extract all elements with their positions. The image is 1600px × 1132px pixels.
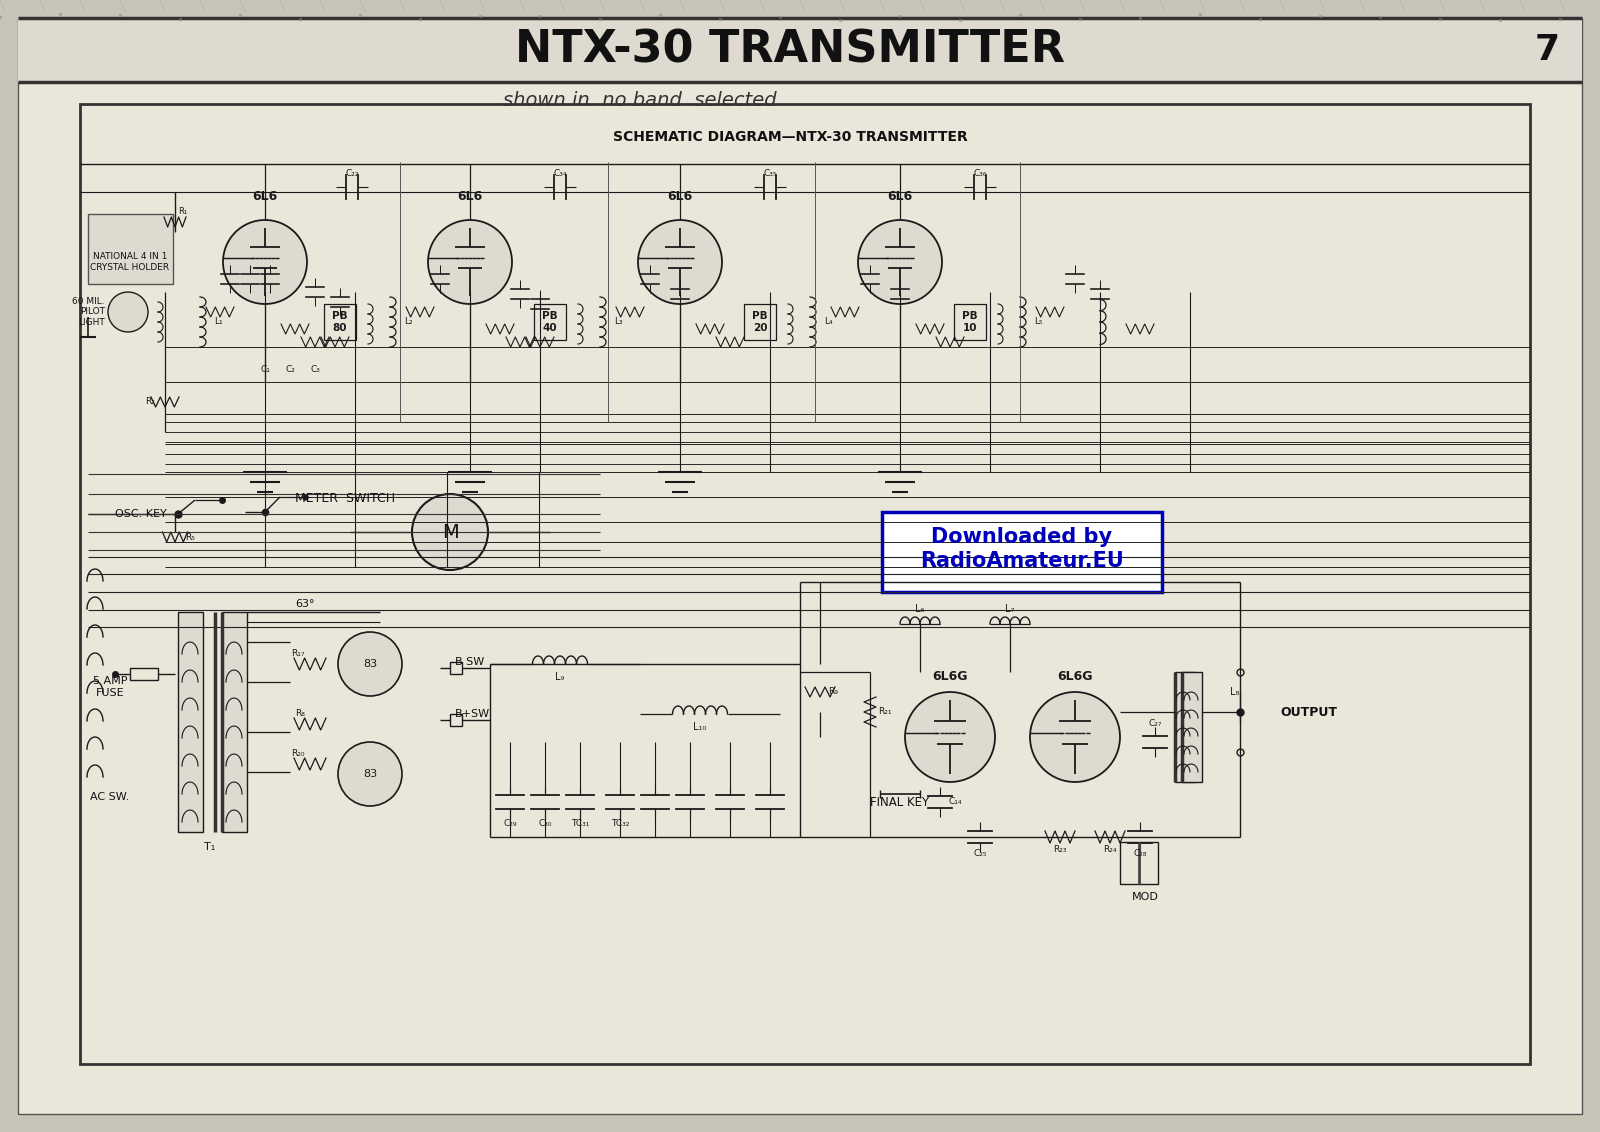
Text: M: M	[442, 523, 458, 541]
Text: 7: 7	[1534, 33, 1560, 67]
Text: METER  SWITCH: METER SWITCH	[294, 492, 395, 506]
Bar	[323, 305, 355, 340]
Circle shape	[338, 632, 402, 696]
Circle shape	[222, 220, 307, 305]
Text: L₈: L₈	[1230, 687, 1240, 697]
Text: SCHEMATIC DIAGRAM—NTX-30 TRANSMITTER: SCHEMATIC DIAGRAM—NTX-30 TRANSMITTER	[613, 130, 968, 144]
Text: R₈: R₈	[294, 710, 306, 719]
Text: L₆: L₆	[915, 604, 925, 614]
Text: C₂₇: C₂₇	[1149, 720, 1162, 729]
Text: L₉: L₉	[555, 672, 565, 681]
Text: C₂₂: C₂₂	[346, 170, 358, 179]
Bar	[1120, 842, 1158, 884]
Text: L₂: L₂	[403, 317, 413, 326]
Text: R₂₄: R₂₄	[1104, 846, 1117, 855]
Text: OSC. KEY: OSC. KEY	[115, 509, 166, 518]
Text: 83: 83	[363, 769, 378, 779]
Circle shape	[906, 692, 995, 782]
Bar	[88, 214, 173, 284]
Text: R₂: R₂	[146, 397, 155, 406]
Text: C₃: C₃	[310, 366, 320, 375]
Text: 60 MIL.
PILOT
LIGHT: 60 MIL. PILOT LIGHT	[72, 297, 106, 327]
Circle shape	[429, 220, 512, 305]
Text: Downloaded by
RadioAmateur.EU: Downloaded by RadioAmateur.EU	[920, 528, 1123, 571]
Text: L₁: L₁	[214, 317, 222, 326]
Text: C₁: C₁	[261, 366, 270, 375]
Text: L₄: L₄	[824, 317, 832, 326]
Text: PB
40: PB 40	[542, 311, 558, 333]
Bar	[1182, 672, 1202, 782]
Circle shape	[413, 494, 488, 571]
Circle shape	[638, 220, 722, 305]
Bar	[744, 305, 776, 340]
Text: R₂₁: R₂₁	[878, 708, 891, 717]
Text: FINAL KEY: FINAL KEY	[870, 796, 930, 808]
Text: R₁: R₁	[178, 207, 187, 216]
Text: C₃₄: C₃₄	[554, 170, 566, 179]
Text: 6L6: 6L6	[458, 190, 483, 204]
Text: NTX-30 TRANSMITTER: NTX-30 TRANSMITTER	[515, 28, 1066, 71]
Text: B+SW: B+SW	[454, 709, 490, 719]
Text: C₂₅: C₂₅	[973, 849, 987, 858]
Text: shown in  no band  selected: shown in no band selected	[502, 91, 778, 110]
Text: 6L6: 6L6	[888, 190, 912, 204]
Text: AC SW.: AC SW.	[91, 792, 130, 801]
Text: L₃: L₃	[614, 317, 622, 326]
Text: 6L6: 6L6	[253, 190, 278, 204]
Bar	[882, 512, 1162, 592]
Text: T₁: T₁	[205, 842, 216, 852]
Text: B SW: B SW	[454, 657, 485, 667]
Text: L₇: L₇	[1005, 604, 1014, 614]
Text: 6L6: 6L6	[667, 190, 693, 204]
Text: C₂₈: C₂₈	[1133, 849, 1147, 858]
Circle shape	[1030, 692, 1120, 782]
Text: OUTPUT: OUTPUT	[1280, 705, 1338, 719]
Text: R₂₃: R₂₃	[1053, 846, 1067, 855]
Text: L₁₀: L₁₀	[693, 722, 707, 732]
Text: R₉: R₉	[829, 687, 838, 696]
Text: 5 AMP
FUSE: 5 AMP FUSE	[93, 676, 128, 697]
Text: PB
20: PB 20	[752, 311, 768, 333]
Text: C₃₀: C₃₀	[538, 820, 552, 829]
Text: TC₃₂: TC₃₂	[611, 820, 629, 829]
Text: C₁₄: C₁₄	[949, 798, 962, 806]
Text: C₂₉: C₂₉	[504, 820, 517, 829]
Text: R₅: R₅	[186, 532, 195, 541]
Circle shape	[858, 220, 942, 305]
Bar	[1174, 672, 1195, 782]
Bar	[534, 305, 566, 340]
Bar	[130, 668, 158, 680]
Bar	[80, 104, 1530, 1064]
Text: 6L6G: 6L6G	[1058, 670, 1093, 684]
Text: C₂: C₂	[285, 366, 294, 375]
Bar	[450, 714, 462, 726]
Text: R₂₀: R₂₀	[291, 749, 306, 758]
Text: MOD: MOD	[1131, 892, 1158, 902]
Text: PB
80: PB 80	[333, 311, 347, 333]
Text: PB
10: PB 10	[962, 311, 978, 333]
Text: C₃₅: C₃₅	[763, 170, 776, 179]
Text: TC₃₁: TC₃₁	[571, 820, 589, 829]
Text: C₃₆: C₃₆	[973, 170, 987, 179]
Bar	[178, 612, 203, 832]
Circle shape	[109, 292, 147, 332]
Bar	[222, 612, 246, 832]
Text: NATIONAL 4 IN 1
CRYSTAL HOLDER: NATIONAL 4 IN 1 CRYSTAL HOLDER	[91, 252, 170, 272]
Bar	[18, 18, 1582, 82]
Bar	[954, 305, 986, 340]
Text: 63°: 63°	[296, 599, 315, 609]
Text: R₁₇: R₁₇	[291, 650, 306, 659]
Circle shape	[338, 741, 402, 806]
Text: 6L6G: 6L6G	[933, 670, 968, 684]
Text: 83: 83	[363, 659, 378, 669]
Text: L₅: L₅	[1034, 317, 1043, 326]
Bar	[450, 662, 462, 674]
